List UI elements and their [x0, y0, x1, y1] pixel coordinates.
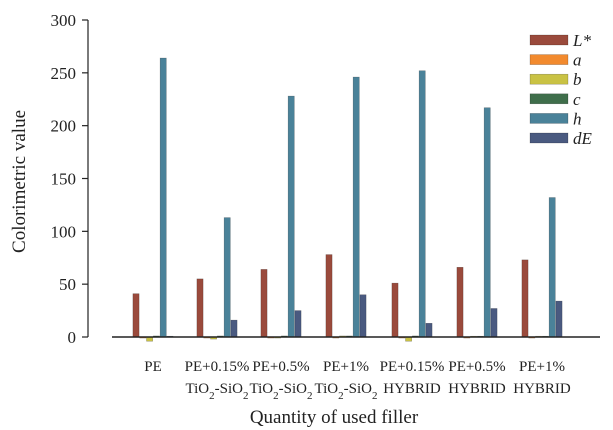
y-tick-label: 300 — [51, 11, 77, 30]
y-tick-label: 0 — [68, 328, 77, 347]
x-category-sublabel: HYBRID — [383, 381, 441, 397]
x-category-label: PE — [144, 359, 162, 375]
y-tick-label: 150 — [51, 170, 77, 189]
x-category-label: PE+0.15% — [185, 359, 250, 375]
x-category-sublabel: TiO2-SiO2 — [186, 381, 249, 402]
y-tick-label: 100 — [51, 222, 77, 241]
legend-swatch — [529, 93, 569, 105]
legend-swatch — [529, 54, 569, 65]
legend-swatch — [529, 73, 569, 85]
bar-lstar-6 — [456, 267, 464, 338]
bar-h-3 — [287, 95, 295, 338]
bar-lstar-4 — [325, 254, 333, 338]
bar-h-4 — [352, 76, 360, 338]
x-category-label: PE+1% — [519, 359, 565, 375]
bar-h-5 — [418, 70, 426, 338]
x-category-label: PE+0.5% — [252, 359, 309, 375]
x-category-sublabel: HYBRID — [448, 381, 506, 397]
bar-lstar-7 — [521, 259, 529, 338]
bar-lstar-3 — [260, 269, 268, 338]
y-axis-title: Colorimetric value — [9, 110, 30, 253]
legend-swatch — [529, 113, 569, 124]
bars — [132, 57, 563, 342]
x-axis-categories: PE PE+0.15%TiO2-SiO2PE+0.5%TiO2-SiO2PE+1%… — [144, 359, 571, 402]
bar-h-1 — [159, 57, 167, 338]
x-category-label: PE+0.5% — [448, 359, 505, 375]
legend-label: h — [573, 109, 582, 128]
legend-label: a — [573, 51, 582, 70]
legend-label: L* — [572, 31, 591, 50]
bar-h-6 — [483, 107, 491, 338]
bar-de-3 — [294, 310, 302, 338]
legend-label: c — [573, 90, 581, 109]
bar-de-6 — [490, 308, 498, 338]
bar-lstar-5 — [391, 282, 399, 338]
y-axis-ticks: 0 50 100 150 200 250 300 — [51, 11, 88, 347]
bar-de-4 — [359, 294, 367, 338]
legend-label: dE — [573, 129, 593, 148]
y-tick-label: 50 — [59, 275, 76, 294]
x-category-label: PE+0.15% — [380, 359, 445, 375]
bar-de-7 — [555, 300, 563, 338]
bar-lstar-1 — [132, 293, 140, 338]
bar-h-7 — [548, 197, 556, 338]
x-axis-title: Quantity of used filler — [250, 407, 419, 428]
bar-de-2 — [230, 319, 238, 338]
x-category-sublabel: TiO2-SiO2 — [250, 381, 313, 402]
x-category-label: PE+1% — [323, 359, 369, 375]
bar-de-5 — [425, 323, 433, 338]
y-tick-label: 250 — [51, 64, 77, 83]
legend-swatch — [529, 132, 569, 144]
y-tick-label: 200 — [51, 117, 77, 136]
legend-swatch — [529, 34, 569, 46]
legend-label: b — [573, 70, 582, 89]
bar-lstar-2 — [196, 278, 204, 338]
x-category-sublabel: HYBRID — [513, 381, 571, 397]
bar-h-2 — [223, 217, 231, 338]
x-category-sublabel: TiO2-SiO2 — [315, 381, 378, 402]
